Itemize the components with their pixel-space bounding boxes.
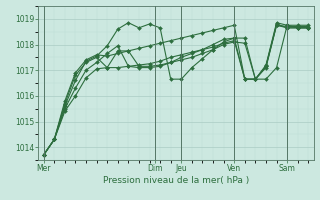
X-axis label: Pression niveau de la mer( hPa ): Pression niveau de la mer( hPa ) bbox=[103, 176, 249, 185]
